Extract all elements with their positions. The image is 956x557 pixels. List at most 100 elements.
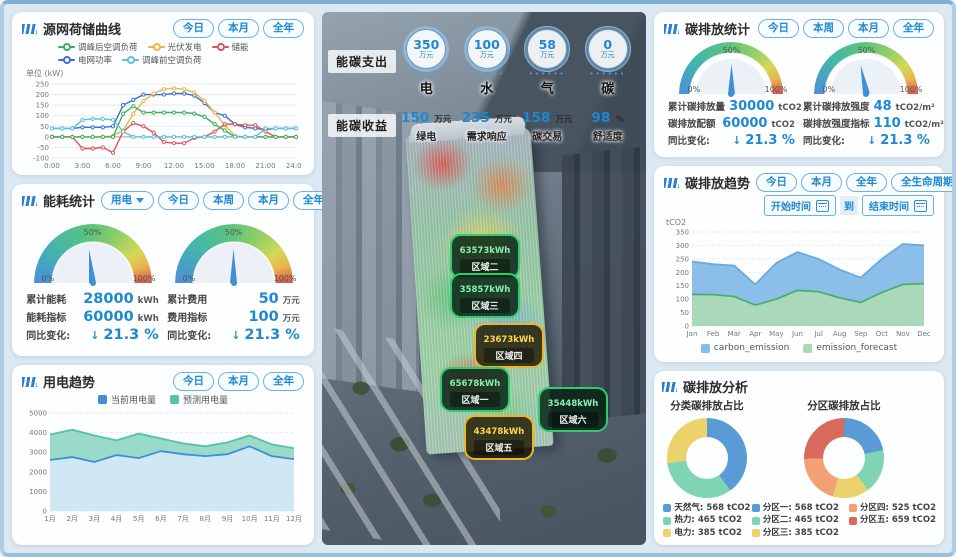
gauge-dot (230, 280, 237, 286)
legend-value: 465 tCO2 (697, 515, 742, 526)
kpi-value: 350 (413, 36, 440, 52)
legend-item[interactable]: 分区四: 525 tCO2 (848, 502, 936, 514)
svg-text:50: 50 (680, 309, 689, 317)
btn-today[interactable]: 今日 (173, 19, 214, 38)
legend-item[interactable]: 分区三: 385 tCO2 (751, 527, 839, 539)
panel-title: 碳排放趋势 (685, 177, 751, 193)
btn-month[interactable]: 本月 (848, 19, 889, 38)
line-marker-icon (211, 43, 229, 52)
svg-text:9:00: 9:00 (136, 162, 152, 170)
kpi-unit: 万元 (494, 115, 512, 126)
svg-text:4000: 4000 (29, 429, 47, 437)
legend-item[interactable]: 热力: 465 tCO2 (663, 514, 750, 526)
y-axis-unit: tCO2 (666, 218, 687, 228)
y-axis-unit: 单位 (kW) (26, 69, 64, 78)
gauge-min-label: 0% (822, 85, 836, 94)
stat-label: 碳排放配额 (668, 119, 716, 130)
calendar-icon (914, 199, 927, 212)
btn-year[interactable]: 全年 (263, 19, 304, 38)
down-arrow-icon: ↓ (231, 329, 241, 342)
kpi-unit: 万元 (540, 51, 555, 60)
zone-name: 区域一 (450, 392, 500, 407)
svg-text:Jan: Jan (686, 330, 698, 338)
btn-lifecycle[interactable]: 全生命周期 (891, 173, 952, 192)
kpi-value: 100 (473, 36, 500, 52)
yoy-label: 同比变化: (803, 136, 845, 147)
btn-week[interactable]: 本周 (803, 19, 844, 38)
zone-marker[interactable]: 65678kWh 区域一 (440, 367, 510, 412)
btn-year[interactable]: 全年 (263, 372, 304, 391)
panel-title: 碳排放统计 (685, 23, 751, 38)
btn-year[interactable]: 全年 (893, 19, 934, 38)
legend-value: 525 tCO2 (891, 503, 936, 514)
kpi-category: 舒适度 (592, 132, 623, 144)
svg-text:350: 350 (676, 229, 689, 237)
legend-item[interactable]: 当前用电量 (97, 393, 156, 406)
panel-title: 能耗统计 (43, 195, 96, 210)
zone-marker[interactable]: 43478kWh 区域五 (464, 415, 534, 460)
btn-month[interactable]: 本月 (248, 191, 290, 210)
zone-marker[interactable]: 63573kWh 区域二 (450, 234, 520, 279)
legend-item[interactable]: 电力: 385 tCO2 (663, 527, 750, 539)
legend-label: 电力: (674, 527, 695, 538)
legend-label: 调峰前空调负荷 (142, 56, 202, 66)
energy-type-dropdown[interactable]: 用电 (101, 191, 155, 210)
legend-value: 385 tCO2 (697, 527, 742, 538)
panel-title: 源网荷储曲线 (43, 23, 122, 38)
legend-item[interactable]: 电网功率 (58, 54, 112, 66)
svg-text:5月: 5月 (133, 515, 144, 523)
btn-today[interactable]: 今日 (758, 19, 799, 38)
svg-text:Sep: Sep (854, 330, 868, 338)
btn-today[interactable]: 今日 (756, 173, 798, 192)
legend-item[interactable]: 光伏发电 (147, 41, 202, 53)
series-carbon_emission (691, 243, 925, 286)
svg-text:Feb: Feb (707, 330, 720, 338)
legend-item[interactable]: 分区一: 568 tCO2 (751, 502, 839, 514)
legend-item[interactable]: 分区二: 465 tCO2 (751, 514, 839, 526)
zone-name: 区域三 (460, 298, 510, 313)
income-item: 150 万元 绿电 (396, 107, 457, 143)
start-time-picker[interactable]: 开始时间 (764, 195, 836, 217)
legend-item[interactable]: 预测用电量 (170, 393, 228, 406)
stat-label: 累计碳排放强度 (803, 102, 870, 113)
legend-item[interactable]: emission_forecast (803, 343, 897, 353)
ring-dots-icon: •••••• (528, 70, 566, 78)
ring-dots-icon: •••••• (407, 70, 445, 78)
zone-marker[interactable]: 23673kWh 区域四 (474, 323, 544, 368)
legend-item[interactable]: 天然气: 568 tCO2 (663, 502, 750, 514)
legend-item[interactable]: 调峰前空调负荷 (122, 54, 202, 66)
panel-carbon-analysis: 碳排放分析 分类碳排放占比 天然气: 568 tCO2 热力: 465 tCO2 电… (654, 371, 944, 545)
energy-carbon-summary: 能碳支出 350 万元 •••••• 电 100 万元 •••••• 水 (328, 26, 638, 143)
legend-item[interactable]: carbon_emission (700, 343, 789, 353)
chart-canvas: 0 50 100 150 200 250 300 350 Jan Feb Mar Apr May Jun J… (676, 229, 931, 339)
legend-item[interactable]: 储能 (211, 41, 249, 53)
stat-label: 累计能耗 (26, 295, 67, 306)
time-filter-group: 今日 本月 全年 (173, 19, 304, 38)
yoy-label: 同比变化: (668, 136, 710, 147)
end-time-picker[interactable]: 结束时间 (862, 195, 934, 217)
btn-today[interactable]: 今日 (158, 191, 200, 210)
stat-value: 28000 (83, 291, 134, 307)
legend-label: 电网功率 (78, 56, 113, 66)
stat-value: 110 (873, 116, 901, 131)
series-预测用电量 (49, 428, 295, 450)
btn-month[interactable]: 本月 (218, 19, 259, 38)
svg-text:Apr: Apr (749, 330, 761, 338)
yoy-value: 21.3 % (103, 327, 159, 343)
btn-month[interactable]: 本月 (801, 173, 843, 192)
start-time-label: 开始时间 (771, 202, 811, 214)
zone-marker[interactable]: 35448kWh 区域六 (538, 387, 608, 432)
btn-week[interactable]: 本周 (203, 191, 245, 210)
legend-item[interactable]: 分区五: 659 tCO2 (848, 514, 936, 526)
stat-label: 碳排放强度指标 (803, 119, 870, 130)
legend-item[interactable]: 调峰后空调负荷 (58, 41, 138, 53)
svg-text:3000: 3000 (29, 449, 47, 457)
zone-marker[interactable]: 35857kWh 区域三 (450, 273, 520, 318)
btn-year[interactable]: 全年 (846, 173, 888, 192)
zone-name: 区域六 (548, 412, 598, 427)
expense-item: 100 万元 •••••• 水 (457, 26, 518, 97)
btn-today[interactable]: 今日 (173, 372, 214, 391)
legend-label: 光伏发电 (167, 43, 202, 53)
btn-month[interactable]: 本月 (218, 372, 259, 391)
cost-gauge-block: 50% 0% 100% 累计费用 50 万元 费用指标 100 万元 同比变化: ↓ 21.… (167, 224, 300, 343)
